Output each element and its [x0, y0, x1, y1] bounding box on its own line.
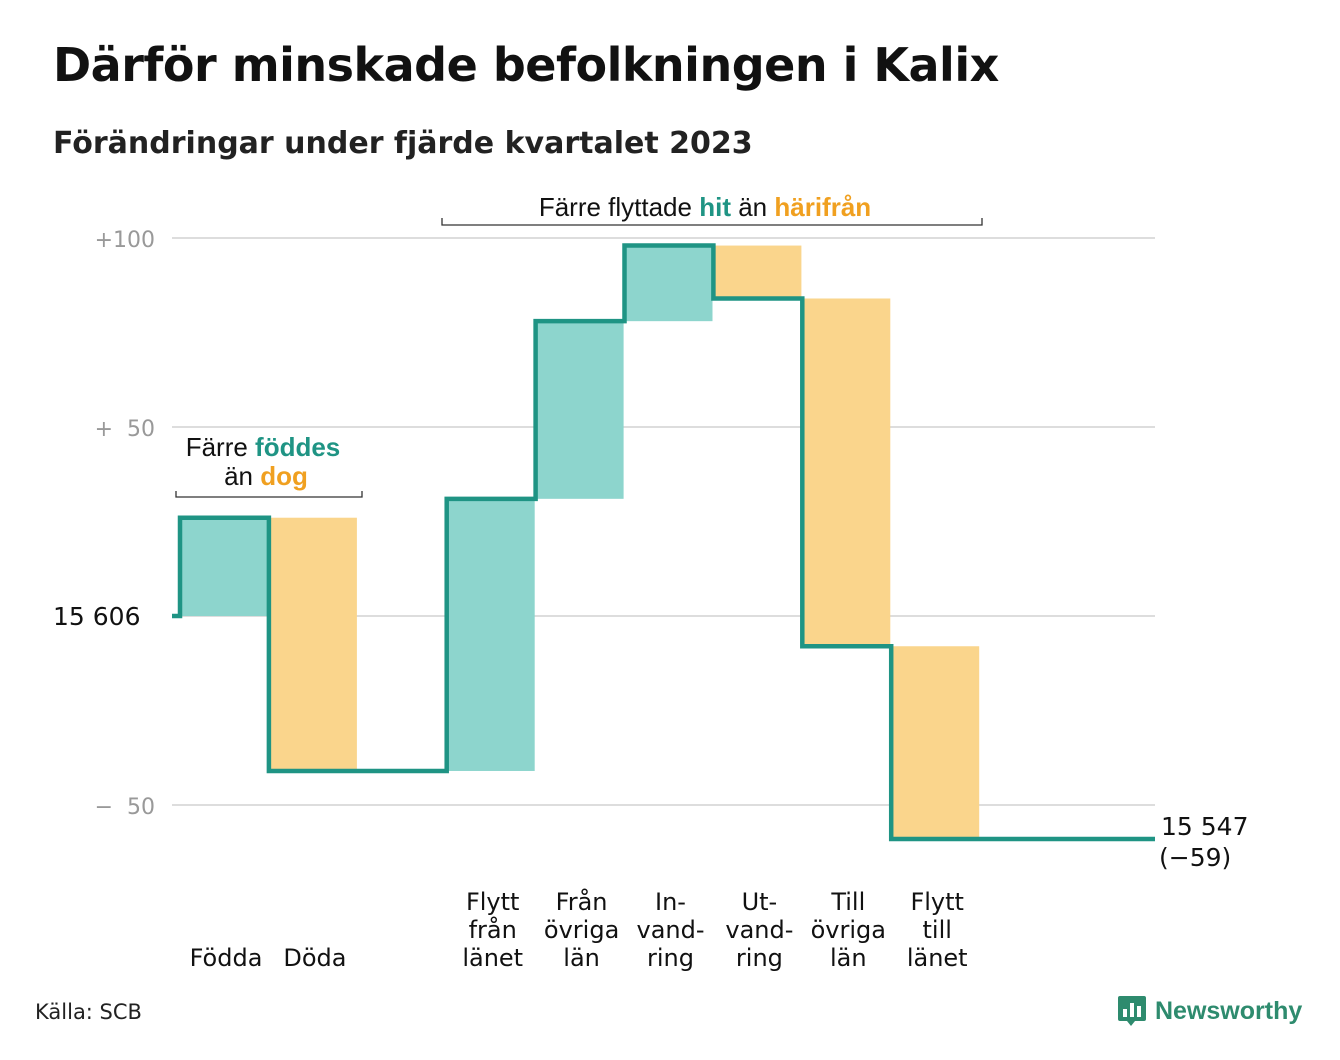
svg-text:Färre föddes: Färre föddes — [186, 432, 341, 462]
step-line — [172, 243, 1155, 842]
moves-annotation-mid: än — [731, 192, 774, 222]
bar-3 — [535, 321, 624, 499]
bar-0 — [180, 517, 268, 616]
births-annotation-mid: än — [224, 461, 260, 491]
bar-1 — [268, 517, 357, 771]
births-bracket — [175, 491, 363, 498]
start-value-label: 15 606 — [53, 602, 140, 631]
moves-annotation-here: hit — [699, 192, 731, 222]
x-label-1: Döda — [283, 944, 346, 972]
bar-2 — [446, 498, 535, 771]
births-annotation-died: dog — [260, 461, 308, 491]
bars — [180, 245, 980, 840]
brand-name: Newsworthy — [1155, 996, 1303, 1025]
newsworthy-icon — [1118, 996, 1146, 1026]
chart-title: Därför minskade befolkningen i Kalix — [53, 38, 999, 92]
y-tick-label: − 50 — [95, 795, 155, 820]
bar-4 — [624, 245, 713, 322]
x-label-4: In-vand-ring — [636, 888, 704, 972]
y-tick-label: +100 — [95, 228, 155, 253]
bar-6 — [802, 298, 891, 647]
step-line-layer — [172, 243, 1155, 842]
x-label-3: Från övriga län — [544, 887, 619, 972]
end-value: 15 547 (−59) — [1159, 812, 1248, 872]
bar-7 — [891, 646, 980, 840]
moves-annotation-away: härifrån — [774, 192, 871, 222]
newsworthy-logo: Newsworthy — [1117, 994, 1302, 1028]
x-label-2: Flytt från länet — [462, 888, 523, 972]
source-note: Källa: SCB — [35, 1000, 142, 1024]
svg-text:Färre flyttade hit än härifrån: Färre flyttade hit än härifrån — [539, 192, 871, 222]
x-label-6: Till övriga län — [811, 888, 886, 972]
svg-text:än dog: än dog — [224, 461, 308, 491]
moves-annotation: Färre flyttade hit än härifrån — [441, 192, 983, 226]
births-annotation: Färre föddes än dog — [175, 432, 363, 498]
x-axis-labels: Födda Döda Flytt från länet Från övriga länIn-v… — [190, 887, 968, 972]
moves-bracket — [441, 218, 983, 226]
y-tick-label: + 50 — [95, 417, 155, 442]
grid-lines — [172, 237, 1155, 806]
end-value-label: 15 547 — [1161, 812, 1248, 841]
moves-annotation-pre: Färre flyttade — [539, 192, 699, 222]
births-annotation-pre: Färre — [186, 432, 255, 462]
x-label-7: Flytt till länet — [907, 888, 968, 972]
bar-5 — [713, 245, 802, 299]
chart-subtitle: Förändringar under fjärde kvartalet 2023 — [53, 126, 753, 161]
y-axis-ticks: +100 + 50 15 606 − 50 — [53, 228, 155, 820]
x-label-0: Födda — [190, 944, 263, 972]
births-annotation-born: föddes — [255, 432, 340, 462]
end-change-label: (−59) — [1159, 843, 1231, 872]
x-label-5: Ut-vand-ring — [725, 888, 793, 972]
